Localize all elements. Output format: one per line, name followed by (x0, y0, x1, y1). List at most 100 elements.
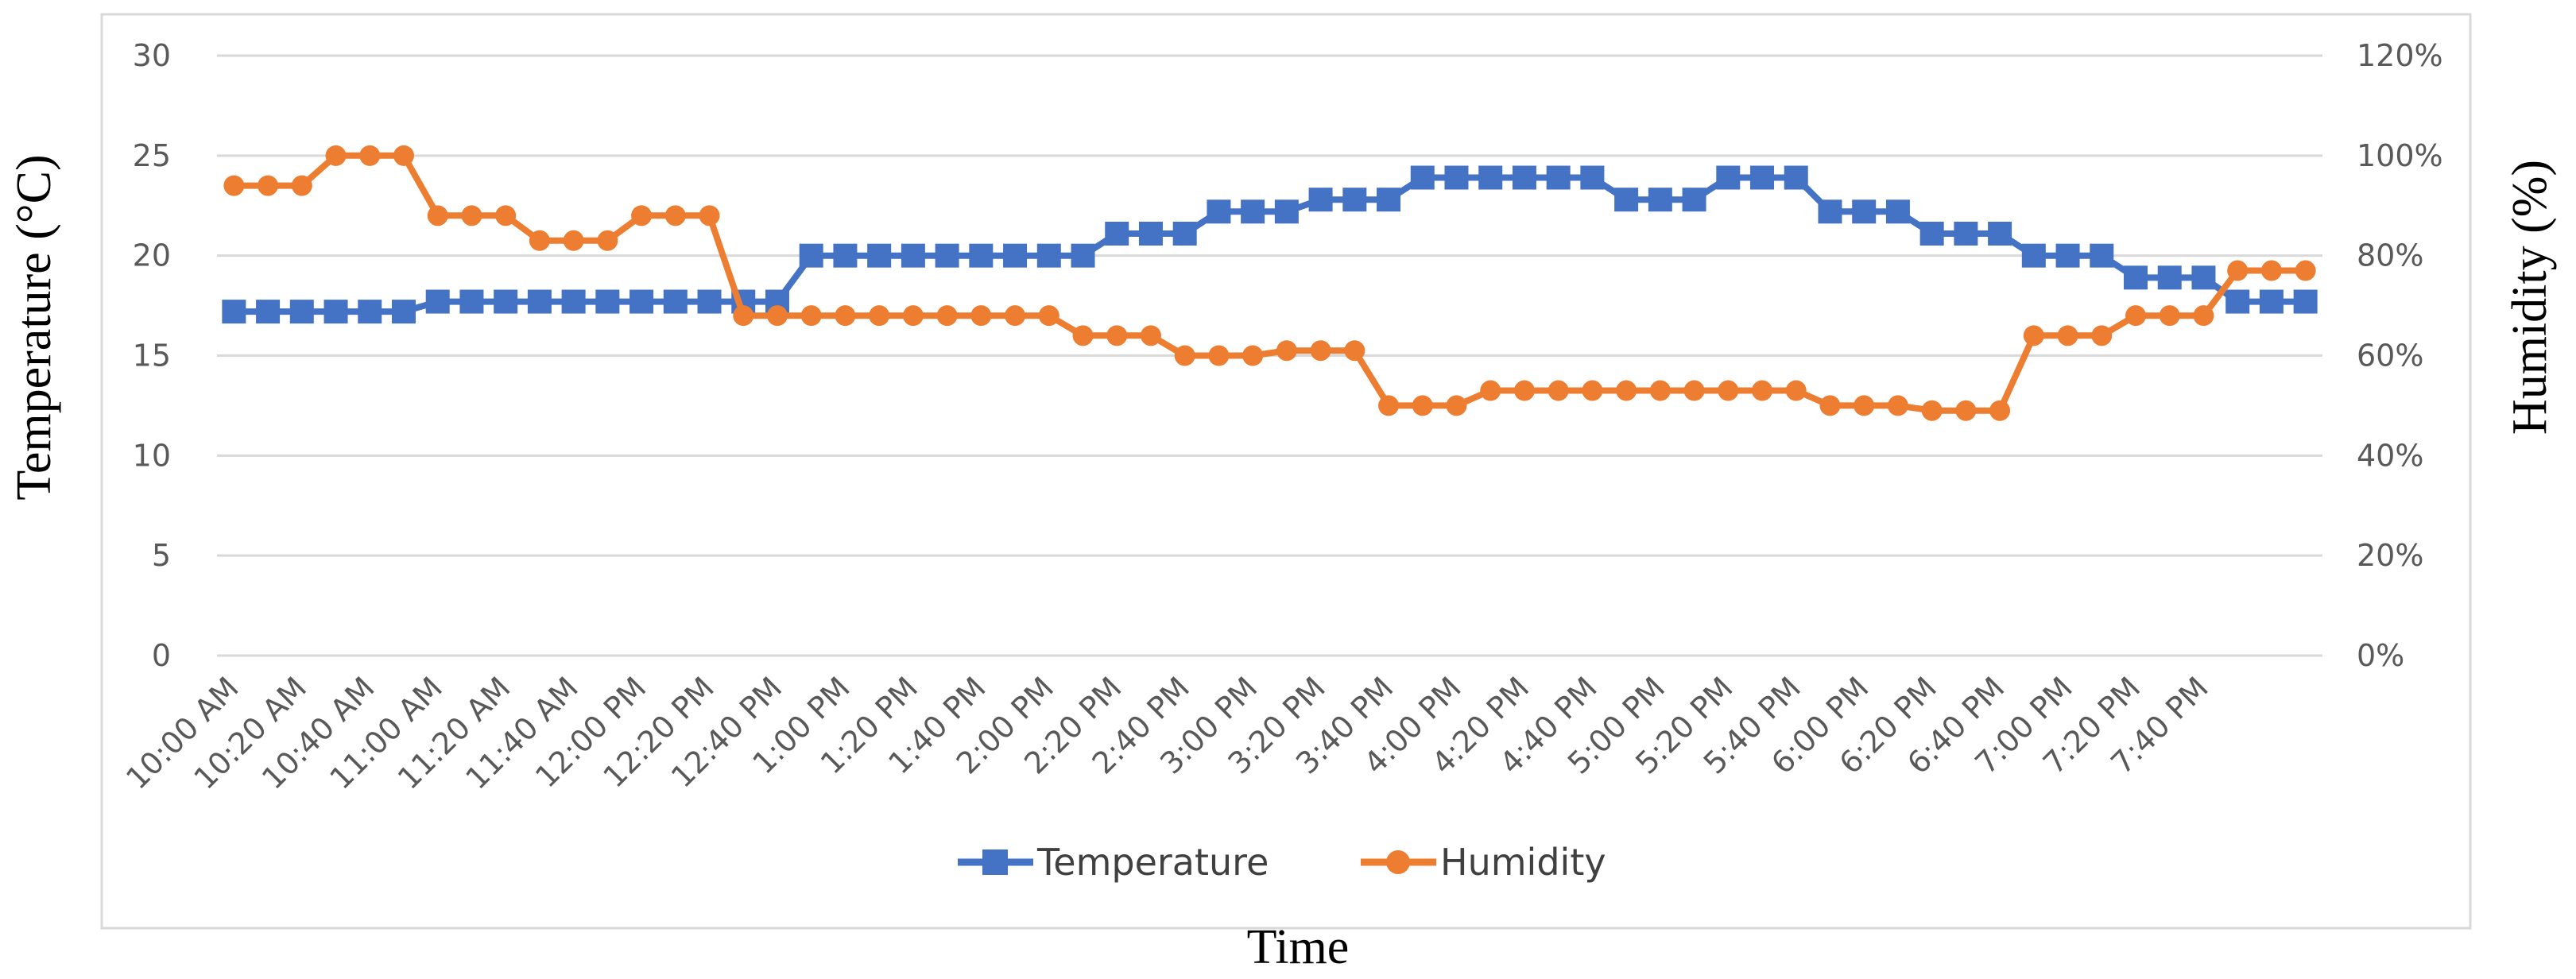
humidity-point (461, 205, 482, 226)
humidity-point (258, 175, 279, 196)
humidity-point (291, 175, 312, 196)
temperature-point (1274, 199, 1299, 224)
temperature-point (527, 289, 552, 314)
y2-tick-label: 80% (2357, 238, 2423, 273)
humidity-point (1649, 380, 1671, 401)
temperature-point (2021, 243, 2046, 268)
humidity-point (1310, 340, 1331, 362)
humidity-point (393, 145, 414, 166)
temperature-point (391, 300, 416, 324)
legend-humidity-label: Humidity (1440, 841, 1606, 884)
right-axis-ticks: 0% 20% 40% 60% 80% 100% 120% (2357, 38, 2443, 673)
humidity-point (223, 175, 245, 196)
series (222, 145, 2318, 421)
legend-humidity-marker (1386, 850, 1410, 874)
series-humidity (223, 145, 2316, 421)
humidity-point (1854, 395, 1875, 416)
humidity-point (1106, 325, 1128, 346)
temperature-point (935, 243, 959, 268)
temperature-point (1241, 199, 1265, 224)
temperature-point (969, 243, 994, 268)
humidity-point (1921, 400, 1943, 421)
y2-tick-label: 120% (2357, 38, 2443, 73)
temperature-point (1308, 188, 1333, 212)
temperature-point (595, 289, 620, 314)
temperature-point (1716, 165, 1741, 190)
y-tick-label: 15 (133, 339, 171, 373)
temperature-point (256, 300, 281, 324)
temperature-point (663, 289, 688, 314)
temperature-point (561, 289, 586, 314)
humidity-point (733, 305, 754, 327)
humidity-point (902, 305, 924, 327)
humidity-point (800, 305, 822, 327)
y2-tick-label: 40% (2357, 438, 2423, 473)
humidity-point (1276, 340, 1297, 362)
temperature-point (1614, 188, 1639, 212)
temperature-point (1784, 165, 1808, 190)
temperature-point (1818, 199, 1842, 224)
y2-tick-label: 0% (2357, 638, 2404, 673)
temperature-point (2225, 289, 2250, 314)
legend-temperature-label: Temperature (1036, 841, 1269, 884)
humidity-point (1344, 340, 1365, 362)
humidity-point (2023, 325, 2044, 346)
x-axis-title: Time (1247, 920, 1350, 974)
humidity-point (325, 145, 347, 166)
legend-item-humidity: Humidity (1361, 841, 1606, 884)
temperature-point (629, 289, 654, 314)
humidity-point (529, 230, 550, 251)
humidity-point (1548, 380, 1569, 401)
humidity-point (1683, 380, 1705, 401)
temperature-point (1580, 165, 1605, 190)
humidity-point (1819, 395, 1841, 416)
temperature-point (1512, 165, 1536, 190)
temperature-point (833, 243, 858, 268)
temperature-point (1105, 221, 1129, 246)
left-axis-ticks: 0 5 10 15 20 25 30 (133, 38, 171, 673)
humidity-point (766, 305, 788, 327)
humidity-point (1412, 395, 1433, 416)
humidity-point (1887, 395, 1908, 416)
temperature-point (425, 289, 450, 314)
humidity-point (699, 205, 720, 226)
y2-tick-label: 100% (2357, 138, 2443, 173)
temperature-point (2191, 265, 2216, 290)
humidity-point (2260, 260, 2282, 281)
humidity-point (835, 305, 856, 327)
humidity-point (1378, 395, 1400, 416)
y-axis-title: Temperature (°C) (7, 154, 61, 500)
temperature-point (222, 300, 246, 324)
temperature-point (323, 300, 348, 324)
temperature-point (1885, 199, 1910, 224)
humidity-point (2159, 305, 2180, 327)
temperature-point (799, 243, 823, 268)
humidity-point (664, 205, 686, 226)
humidity-point (1955, 400, 1977, 421)
temperature-point (1342, 188, 1367, 212)
legend-temperature-marker (982, 849, 1008, 875)
temperature-point (1036, 243, 1061, 268)
y-tick-label: 20 (133, 238, 171, 273)
humidity-point (1208, 345, 1230, 366)
temperature-point (867, 243, 892, 268)
humidity-point (1513, 380, 1535, 401)
humidity-point (495, 205, 517, 226)
humidity-point (2057, 325, 2078, 346)
humidity-point (1005, 305, 1026, 327)
temperature-point (2124, 265, 2148, 290)
temperature-point (1410, 165, 1435, 190)
temperature-point (1919, 221, 1944, 246)
humidity-point (1038, 305, 1059, 327)
temperature-point (1852, 199, 1877, 224)
temperature-point (1172, 221, 1197, 246)
temperature-point (289, 300, 314, 324)
chart-border (100, 13, 2472, 930)
humidity-point (1616, 380, 1637, 401)
series-temperature (222, 165, 2318, 324)
y2-tick-label: 60% (2357, 339, 2423, 373)
temperature-point (1750, 165, 1775, 190)
temperature-point (1988, 221, 2012, 246)
temperature-point (459, 289, 484, 314)
